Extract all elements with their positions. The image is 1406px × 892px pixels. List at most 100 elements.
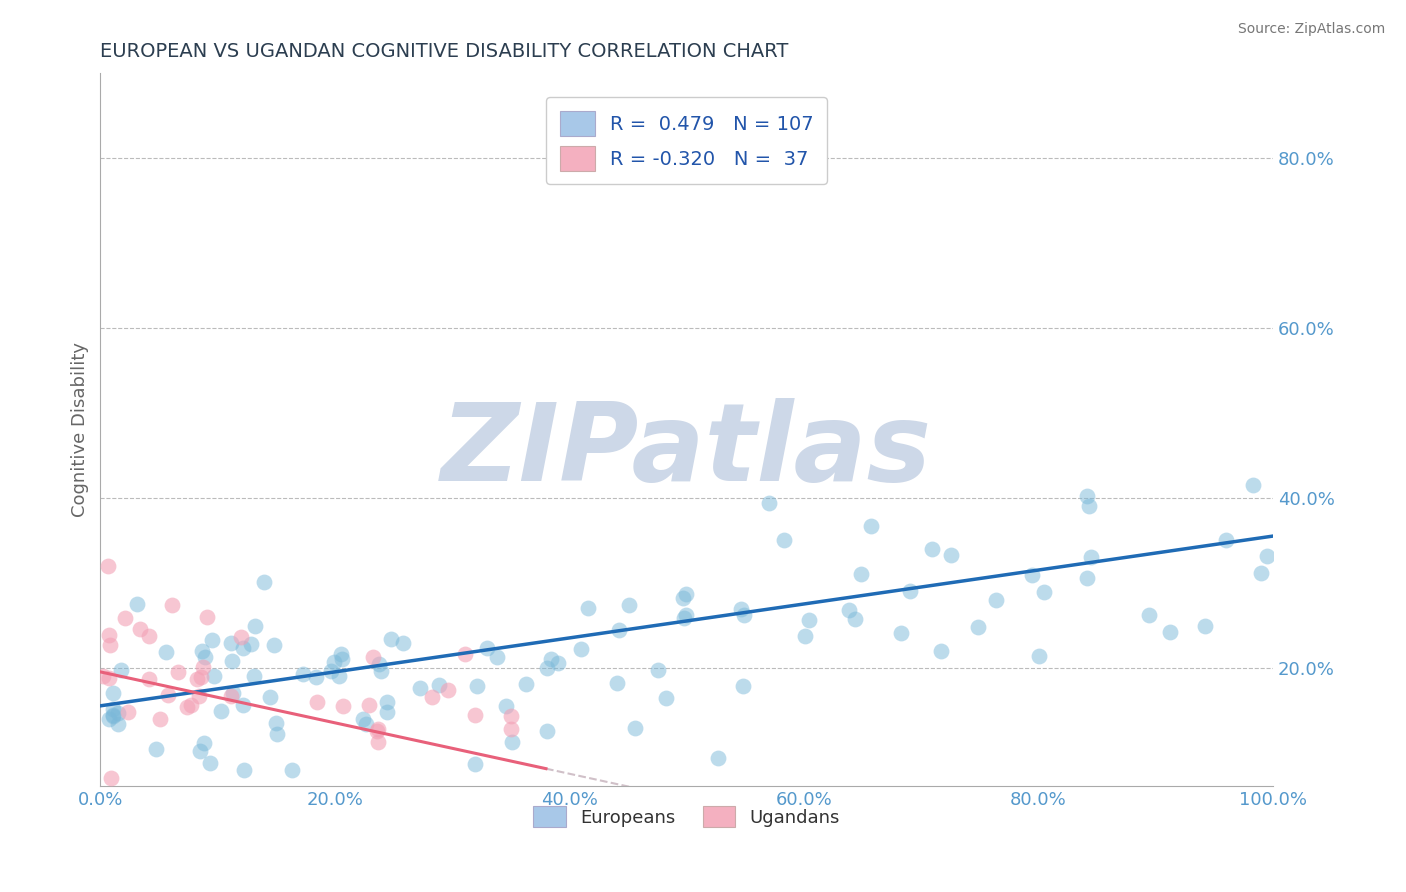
Point [138, 672, 160, 686]
Point [464, 708, 486, 723]
Point [98, 638, 121, 652]
Point [675, 608, 697, 623]
Point [209, 704, 232, 718]
Point [486, 650, 509, 665]
Point [569, 641, 592, 656]
Point [1194, 619, 1216, 633]
Point [101, 701, 124, 715]
Point [1028, 648, 1050, 663]
Point [264, 716, 287, 731]
Point [547, 657, 569, 671]
Point [332, 699, 354, 714]
Point [427, 678, 450, 692]
Point [232, 640, 254, 655]
Point [1078, 499, 1101, 513]
Point [501, 734, 523, 748]
Point [201, 632, 224, 647]
Point [103, 708, 125, 723]
Point [921, 541, 943, 556]
Point [107, 716, 129, 731]
Point [375, 705, 398, 719]
Point [606, 675, 628, 690]
Point [107, 706, 129, 720]
Point [100, 771, 122, 785]
Point [966, 620, 988, 634]
Point [794, 630, 817, 644]
Point [420, 690, 443, 705]
Point [202, 669, 225, 683]
Point [114, 610, 136, 624]
Point [180, 698, 202, 713]
Point [730, 602, 752, 616]
Point [849, 567, 872, 582]
Point [328, 669, 350, 683]
Point [499, 723, 522, 737]
Point [232, 698, 254, 713]
Point [117, 705, 139, 719]
Point [536, 723, 558, 738]
Point [157, 688, 180, 702]
Point [97, 628, 120, 642]
Point [240, 637, 263, 651]
Point [454, 647, 477, 661]
Point [198, 756, 221, 770]
Point [367, 735, 389, 749]
Point [193, 736, 215, 750]
Text: ZIPatlas: ZIPatlas [441, 399, 932, 504]
Point [162, 599, 184, 613]
Point [859, 518, 882, 533]
Point [97, 712, 120, 726]
Point [97, 671, 120, 685]
Point [229, 630, 252, 644]
Point [367, 722, 389, 736]
Point [733, 607, 755, 622]
Point [380, 632, 402, 647]
Point [1032, 585, 1054, 599]
Point [321, 664, 343, 678]
Point [1250, 566, 1272, 580]
Point [366, 724, 388, 739]
Point [838, 603, 860, 617]
Point [477, 640, 499, 655]
Point [101, 709, 124, 723]
Point [352, 712, 374, 726]
Point [464, 756, 486, 771]
Point [392, 635, 415, 649]
Point [536, 661, 558, 675]
Point [655, 690, 678, 705]
Point [1021, 567, 1043, 582]
Point [219, 689, 242, 703]
Point [191, 644, 214, 658]
Point [499, 709, 522, 723]
Point [323, 655, 346, 669]
Point [844, 612, 866, 626]
Point [188, 689, 211, 703]
Point [467, 679, 489, 693]
Point [97, 558, 120, 573]
Point [1256, 549, 1278, 563]
Point [1076, 571, 1098, 585]
Point [941, 548, 963, 562]
Point [188, 744, 211, 758]
Point [731, 679, 754, 693]
Point [898, 584, 921, 599]
Point [1241, 478, 1264, 492]
Point [436, 682, 458, 697]
Point [672, 591, 695, 605]
Point [166, 665, 188, 680]
Point [110, 663, 132, 677]
Y-axis label: Cognitive Disability: Cognitive Disability [72, 343, 89, 517]
Point [155, 645, 177, 659]
Point [194, 649, 217, 664]
Point [190, 670, 212, 684]
Point [495, 698, 517, 713]
Point [304, 670, 326, 684]
Point [145, 741, 167, 756]
Point [330, 647, 353, 661]
Point [281, 763, 304, 777]
Point [540, 652, 562, 666]
Point [127, 597, 149, 611]
Point [253, 575, 276, 590]
Point [984, 593, 1007, 607]
Point [263, 638, 285, 652]
